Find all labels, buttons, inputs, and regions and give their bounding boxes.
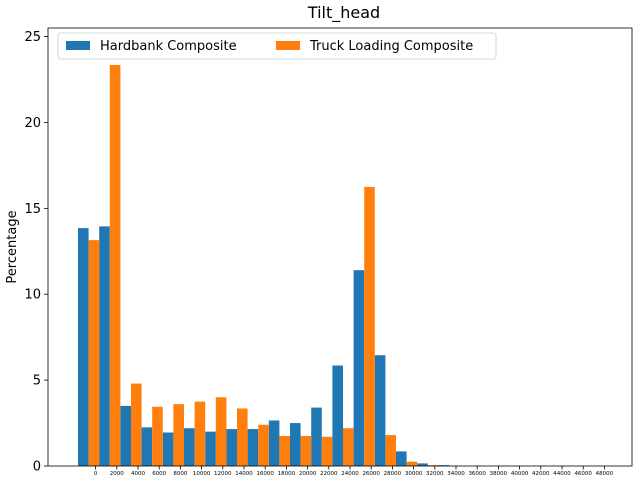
legend-label: Hardbank Composite [100, 39, 237, 54]
y-tick-label: 5 [33, 374, 41, 389]
x-tick-label: 42000 [532, 471, 550, 477]
x-tick-label: 20000 [299, 471, 317, 477]
bar-truck-loading-composite-8000 [173, 404, 184, 466]
y-tick-label: 20 [24, 116, 41, 131]
bar-truck-loading-composite-30000 [406, 461, 418, 466]
x-tick-label: 4000 [131, 471, 145, 477]
x-ticks-group: 0 2000 4000 6000 8000 10000 12000 14000 16000 180… [94, 466, 614, 477]
bar-hardbank-composite-6000 [141, 427, 153, 466]
bar-truck-loading-composite-24000 [343, 428, 354, 466]
legend: Hardbank Composite Truck Loading Composit… [57, 32, 497, 60]
bar-hardbank-composite-20000 [290, 423, 301, 466]
bar-hardbank-composite-26000 [353, 270, 365, 466]
bar-truck-loading-composite-16000 [258, 424, 269, 466]
chart-title: Tilt_head [307, 3, 380, 23]
y-axis-label: Percentage [5, 210, 20, 283]
y-tick-label: 10 [24, 288, 41, 303]
x-tick-label: 22000 [320, 471, 338, 477]
bar-hardbank-composite-22000 [311, 407, 322, 466]
bar-hardbank-composite-30000 [396, 451, 407, 466]
bar-hardbank-composite-10000 [184, 428, 195, 466]
x-tick-label: 14000 [235, 471, 253, 477]
bar-hardbank-composite-16000 [247, 429, 259, 466]
bar-hardbank-composite-32000 [417, 463, 428, 466]
bar-truck-loading-composite-20000 [300, 435, 312, 466]
plot-frame [47, 27, 633, 467]
x-tick-label: 24000 [341, 471, 359, 477]
x-tick-label: 26000 [362, 471, 380, 477]
bar-truck-loading-composite-10000 [194, 401, 206, 466]
y-tick-label: 25 [24, 30, 41, 45]
x-tick-label: 0 [94, 471, 98, 477]
legend-swatch [276, 41, 300, 50]
bar-truck-loading-composite-4000 [131, 383, 142, 466]
axes-group [47, 27, 633, 467]
x-tick-label: 6000 [152, 471, 166, 477]
bar-truck-loading-composite-18000 [279, 435, 290, 466]
bar-hardbank-composite-34000 [438, 465, 449, 466]
bar-truck-loading-composite-12000 [215, 397, 227, 466]
bar-hardbank-composite-18000 [268, 420, 280, 466]
bar-hardbank-composite-8000 [162, 432, 174, 466]
bar-truck-loading-composite-26000 [364, 186, 375, 466]
bar-truck-loading-composite-2000 [109, 64, 121, 467]
legend-swatch [66, 41, 90, 50]
x-tick-label: 16000 [256, 471, 274, 477]
x-tick-label: 2000 [110, 471, 124, 477]
bar-hardbank-composite-24000 [332, 365, 343, 466]
bar-truck-loading-composite-14000 [237, 408, 248, 466]
y-tick-label: 0 [33, 460, 41, 475]
bar-hardbank-composite-28000 [374, 355, 386, 466]
bar-hardbank-composite-14000 [226, 429, 237, 466]
x-tick-label: 10000 [193, 471, 211, 477]
x-tick-label: 28000 [384, 471, 402, 477]
x-tick-label: 48000 [596, 471, 614, 477]
x-tick-label: 34000 [447, 471, 465, 477]
x-tick-label: 38000 [490, 471, 508, 477]
y-ticks-group: 0 5 10 15 20 25 [24, 30, 48, 475]
y-tick-label: 15 [24, 202, 41, 217]
bars-group [78, 64, 460, 467]
x-tick-label: 8000 [173, 471, 187, 477]
bar-hardbank-composite-2000 [99, 226, 110, 466]
bar-truck-loading-composite-0 [88, 240, 100, 466]
bar-hardbank-composite-0 [78, 228, 89, 466]
x-tick-label: 30000 [405, 471, 423, 477]
bar-truck-loading-composite-32000 [427, 465, 439, 466]
x-tick-label: 32000 [426, 471, 444, 477]
x-tick-label: 18000 [278, 471, 296, 477]
bar-truck-loading-composite-6000 [152, 406, 163, 466]
x-tick-label: 44000 [553, 471, 571, 477]
x-tick-label: 40000 [511, 471, 529, 477]
x-tick-label: 36000 [468, 471, 486, 477]
bar-hardbank-composite-12000 [205, 431, 216, 466]
x-tick-label: 12000 [214, 471, 232, 477]
legend-label: Truck Loading Composite [309, 39, 473, 54]
bar-truck-loading-composite-22000 [321, 436, 333, 466]
bar-hardbank-composite-4000 [120, 405, 131, 466]
x-tick-label: 46000 [574, 471, 592, 477]
bar-truck-loading-composite-28000 [385, 435, 396, 466]
